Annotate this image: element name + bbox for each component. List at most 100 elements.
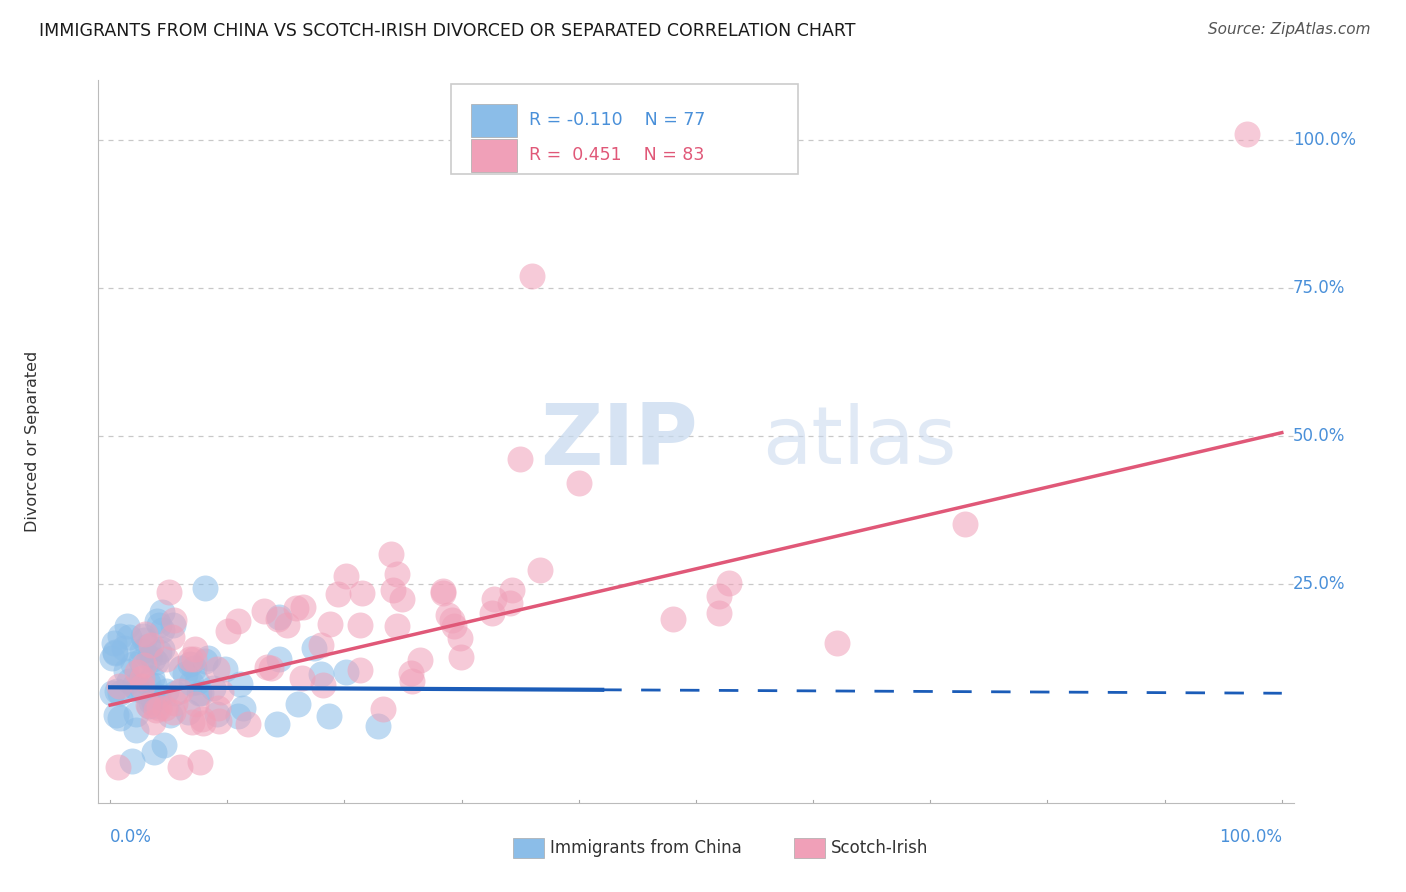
Point	[253, 604, 276, 618]
Point	[118, 673, 141, 688]
Point	[276, 618, 298, 632]
Point	[145, 655, 167, 669]
Point	[385, 566, 408, 581]
Bar	[471, 139, 517, 172]
Point	[449, 632, 471, 646]
Text: IMMIGRANTS FROM CHINA VS SCOTCH-IRISH DIVORCED OR SEPARATED CORRELATION CHART: IMMIGRANTS FROM CHINA VS SCOTCH-IRISH DI…	[39, 22, 856, 40]
Point	[155, 684, 177, 698]
Point	[150, 641, 173, 656]
Point	[138, 651, 160, 665]
Point	[136, 675, 159, 690]
Point	[101, 650, 124, 665]
Point	[145, 703, 167, 717]
Point	[108, 686, 131, 700]
Point	[318, 709, 340, 723]
Point	[162, 618, 184, 632]
Point	[186, 674, 208, 689]
Point	[450, 650, 472, 665]
Point	[202, 681, 225, 695]
Point	[509, 452, 531, 467]
Point	[208, 714, 231, 729]
Point	[256, 660, 278, 674]
Text: ZIP: ZIP	[541, 400, 699, 483]
Point	[350, 585, 373, 599]
Point	[148, 701, 170, 715]
FancyBboxPatch shape	[451, 84, 797, 174]
Point	[709, 607, 731, 621]
Point	[441, 613, 464, 627]
Point	[409, 653, 432, 667]
Point	[285, 601, 308, 615]
Point	[150, 606, 173, 620]
Point	[391, 591, 413, 606]
Point	[103, 635, 125, 649]
Point	[568, 475, 591, 490]
Point	[955, 517, 977, 532]
Point	[117, 630, 139, 644]
Point	[115, 619, 138, 633]
Point	[180, 675, 202, 690]
Point	[138, 699, 160, 714]
Point	[335, 568, 357, 582]
Point	[335, 665, 357, 680]
Point	[131, 680, 153, 694]
Point	[134, 626, 156, 640]
Point	[349, 618, 371, 632]
Text: Scotch-Irish: Scotch-Irish	[831, 839, 928, 857]
Point	[432, 584, 454, 599]
Point	[179, 652, 201, 666]
Bar	[471, 103, 517, 137]
Point	[148, 617, 170, 632]
Point	[163, 686, 186, 700]
Point	[319, 616, 342, 631]
Point	[194, 581, 217, 595]
Point	[205, 707, 228, 722]
Point	[309, 667, 332, 681]
Point	[197, 651, 219, 665]
Point	[134, 657, 156, 672]
Text: 75.0%: 75.0%	[1294, 278, 1346, 296]
Point	[499, 596, 522, 610]
Point	[191, 715, 214, 730]
Point	[385, 619, 408, 633]
Point	[291, 671, 314, 685]
Point	[132, 632, 155, 647]
Text: 100.0%: 100.0%	[1219, 828, 1282, 846]
Point	[132, 629, 155, 643]
Point	[226, 615, 249, 629]
Text: atlas: atlas	[762, 402, 956, 481]
Point	[162, 631, 184, 645]
Point	[190, 686, 212, 700]
Point	[184, 641, 207, 656]
Point	[367, 719, 389, 733]
Point	[115, 664, 138, 678]
Point	[142, 678, 165, 692]
Point	[179, 657, 201, 672]
Point	[207, 700, 229, 714]
Point	[125, 723, 148, 737]
Point	[267, 610, 290, 624]
Point	[163, 696, 186, 710]
Point	[287, 697, 309, 711]
Point	[209, 685, 232, 699]
Point	[125, 681, 148, 696]
Point	[214, 662, 236, 676]
Point	[125, 707, 148, 722]
Text: Divorced or Separated: Divorced or Separated	[25, 351, 41, 533]
Point	[146, 615, 169, 629]
Text: 50.0%: 50.0%	[1294, 426, 1346, 444]
Point	[484, 591, 506, 606]
Point	[309, 638, 332, 652]
Point	[170, 661, 193, 675]
Point	[169, 683, 191, 698]
Point	[266, 716, 288, 731]
Point	[183, 652, 205, 666]
Point	[218, 624, 240, 639]
Point	[141, 671, 163, 685]
Point	[1236, 127, 1258, 141]
Point	[101, 685, 124, 699]
Text: Source: ZipAtlas.com: Source: ZipAtlas.com	[1208, 22, 1371, 37]
Point	[121, 754, 143, 768]
Point	[228, 677, 250, 691]
Point	[108, 679, 131, 693]
